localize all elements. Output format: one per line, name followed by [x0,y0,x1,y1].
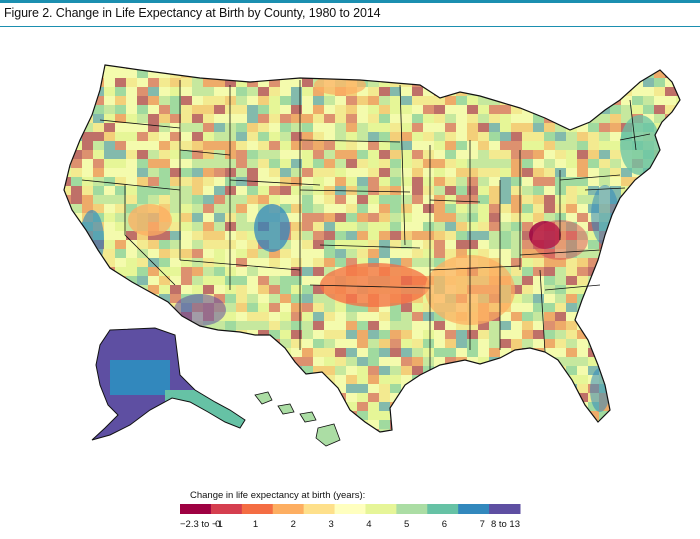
figure-title: Figure 2. Change in Life Expectancy at B… [4,6,381,20]
hawaii-outline [254,391,341,447]
legend-swatch [396,504,428,514]
legend-swatch [365,504,397,514]
alaska [92,328,245,440]
legend-tick-label: 6 [442,519,447,530]
legend-tick-label: 1 [253,519,258,530]
legend-tick-label: −2.3 to −1 [180,519,223,530]
legend-swatch [489,504,521,514]
color-legend: −2.3 to −10 1 2 3 4 5 6 7 8 to 13 [180,504,521,530]
hawaii [255,392,340,446]
legend-swatch [303,504,336,514]
legend-swatch [272,504,305,514]
us-county-map [63,64,681,447]
conus-outline [63,64,681,433]
legend-swatch [241,504,274,514]
legend-swatch [180,504,212,514]
legend-swatch [427,504,459,514]
legend-tick-label: 0 [215,519,220,530]
legend-tick-label: 4 [366,519,371,530]
legend-tick-label: 5 [404,519,409,530]
legend-swatch [334,504,366,514]
legend-swatch [210,504,243,514]
title-divider [0,26,700,27]
legend-swatch [458,504,490,514]
legend-title: Change in life expectancy at birth (year… [190,490,366,501]
state-borders [81,80,651,370]
legend-tick-label: 8 to 13 [491,519,520,530]
top-accent-rule [0,0,700,3]
legend-tick-label: 3 [328,519,333,530]
conus-counties [64,65,680,432]
legend-tick-label: 2 [291,519,296,530]
alaska-outline [91,327,246,441]
legend-tick-label: 7 [480,519,485,530]
